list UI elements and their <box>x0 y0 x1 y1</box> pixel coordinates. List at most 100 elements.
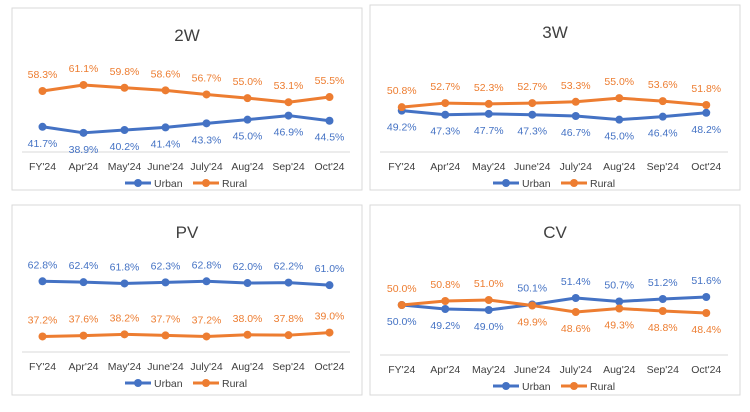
legend-item-rural: Rural <box>561 178 615 190</box>
legend-marker-icon <box>202 379 210 387</box>
data-point-urban <box>658 295 667 303</box>
data-point-rural <box>658 307 667 315</box>
legend-item-rural: Rural <box>561 381 615 393</box>
x-tick-label: July'24 <box>190 161 223 173</box>
data-label-urban: 46.4% <box>648 128 678 140</box>
legend-item-rural: Rural <box>193 378 247 390</box>
legend-label: Urban <box>522 178 551 190</box>
x-tick-label: May'24 <box>472 364 506 376</box>
data-label-rural: 53.1% <box>274 80 304 92</box>
data-point-urban <box>325 116 334 125</box>
data-point-rural <box>325 93 334 102</box>
legend-marker-icon <box>134 179 142 187</box>
data-point-rural <box>397 103 406 112</box>
data-label-urban: 47.7% <box>474 125 504 137</box>
data-label-urban: 61.8% <box>110 261 140 273</box>
data-label-rural: 49.9% <box>517 317 547 329</box>
data-point-urban <box>571 294 580 302</box>
x-tick-label: Apr'24 <box>68 361 98 373</box>
chart-title: 3W <box>542 23 568 42</box>
data-label-rural: 51.8% <box>691 83 721 95</box>
chart-frame <box>11 204 363 396</box>
x-tick-label: Aug'24 <box>231 161 264 173</box>
legend-label: Urban <box>154 378 183 390</box>
data-label-rural: 37.2% <box>192 314 222 326</box>
chart-cv: CV FY'24 Apr'24 May'24 June'24 July'24 Aug'24 S… <box>369 204 741 396</box>
data-point-urban <box>615 297 624 306</box>
data-point-rural <box>38 86 47 95</box>
data-label-rural: 50.8% <box>387 85 417 97</box>
x-tick-label: June'24 <box>514 161 551 173</box>
data-label-rural: 52.7% <box>517 81 547 93</box>
data-point-rural <box>441 99 450 108</box>
data-point-urban <box>38 122 47 131</box>
data-point-rural <box>38 332 47 341</box>
x-tick-label: June'24 <box>514 364 551 376</box>
data-point-rural <box>528 99 537 108</box>
chart-title: CV <box>543 223 567 242</box>
data-label-urban: 51.6% <box>691 275 721 287</box>
data-label-urban: 47.3% <box>517 126 547 138</box>
series-line-rural <box>401 96 707 109</box>
data-label-urban: 43.3% <box>192 134 222 146</box>
data-point-urban <box>79 278 88 287</box>
x-tick-label: Aug'24 <box>231 361 264 373</box>
legend-item-urban: Urban <box>493 178 551 190</box>
data-label-rural: 37.2% <box>28 314 58 326</box>
x-tick-label: Oct'24 <box>314 361 344 373</box>
data-label-urban: 62.2% <box>274 261 304 273</box>
data-point-urban <box>528 110 537 119</box>
data-point-rural <box>79 80 88 89</box>
data-label-rural: 38.0% <box>233 313 263 325</box>
data-label-rural: 58.3% <box>28 69 58 81</box>
data-label-rural: 58.6% <box>151 68 181 80</box>
data-label-urban: 45.0% <box>233 131 263 143</box>
data-point-rural <box>441 297 450 305</box>
data-label-rural: 48.4% <box>691 324 721 336</box>
legend-marker-icon <box>134 379 142 387</box>
x-tick-label: Sep'24 <box>272 361 305 373</box>
legend-label: Urban <box>522 381 551 393</box>
x-tick-label: June'24 <box>147 361 184 373</box>
data-label-rural: 55.5% <box>315 75 345 87</box>
data-label-rural: 50.8% <box>430 279 460 291</box>
data-point-rural <box>484 296 493 304</box>
legend-item-urban: Urban <box>493 381 551 393</box>
chart-3w: 3W FY'24 Apr'24 May'24 June'24 July'24 Aug'24 S… <box>369 4 741 191</box>
x-tick-label: June'24 <box>147 161 184 173</box>
data-point-rural <box>325 328 334 337</box>
data-label-rural: 55.0% <box>233 76 263 88</box>
data-label-urban: 50.1% <box>517 283 547 295</box>
data-point-urban <box>484 109 493 118</box>
series-line-rural <box>42 83 330 104</box>
series-line-urban <box>401 295 707 312</box>
data-label-rural: 53.6% <box>648 79 678 91</box>
x-tick-label: Sep'24 <box>647 161 680 173</box>
x-tick-label: Sep'24 <box>647 364 680 376</box>
data-point-rural <box>702 309 711 317</box>
data-label-urban: 62.8% <box>192 259 222 271</box>
x-tick-label: Oct'24 <box>314 161 344 173</box>
x-tick-label: May'24 <box>108 161 142 173</box>
data-label-rural: 50.0% <box>387 283 417 295</box>
data-label-urban: 38.9% <box>69 144 99 156</box>
data-label-rural: 37.8% <box>274 313 304 325</box>
legend-label: Rural <box>222 378 247 390</box>
x-tick-label: July'24 <box>190 361 223 373</box>
x-tick-label: FY'24 <box>388 161 415 173</box>
x-tick-label: July'24 <box>560 364 593 376</box>
x-tick-label: Oct'24 <box>691 161 721 173</box>
x-tick-label: FY'24 <box>29 161 56 173</box>
data-point-urban <box>702 293 711 301</box>
data-label-urban: 46.7% <box>561 127 591 139</box>
data-point-rural <box>243 330 252 339</box>
data-point-urban <box>702 108 711 117</box>
x-tick-label: Apr'24 <box>430 364 460 376</box>
series-line-rural <box>401 298 707 315</box>
data-label-rural: 48.8% <box>648 322 678 334</box>
data-point-rural <box>528 301 537 310</box>
data-label-urban: 62.3% <box>151 260 181 272</box>
data-label-rural: 52.3% <box>474 82 504 94</box>
x-tick-label: Apr'24 <box>430 161 460 173</box>
legend-label: Urban <box>154 178 183 190</box>
